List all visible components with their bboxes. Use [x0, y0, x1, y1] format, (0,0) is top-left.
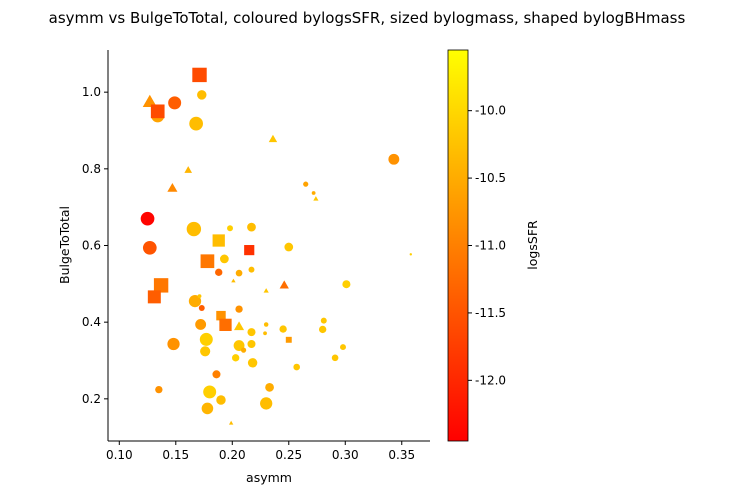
data-point-square: [150, 104, 165, 119]
data-point-circle: [186, 221, 202, 237]
x-tick-label: 0.35: [388, 448, 415, 462]
data-point-circle: [235, 269, 243, 277]
data-point-circle: [197, 90, 207, 100]
data-point-triangle: [167, 182, 178, 192]
y-ticks: 0.2 0.4 0.6 0.8 1.0: [82, 85, 108, 406]
colorbar-tick-label: -11.5: [475, 306, 506, 320]
data-point-circle: [303, 181, 309, 187]
data-point-circle: [167, 337, 180, 351]
data-point-circle: [200, 346, 211, 357]
data-point-circle: [247, 339, 256, 349]
y-tick-label: 0.8: [82, 162, 101, 176]
colorbar-tick-label: -12.0: [475, 373, 506, 387]
data-point-triangle: [184, 166, 193, 173]
x-axis-label: asymm: [246, 470, 292, 485]
y-tick-label: 0.2: [82, 392, 101, 406]
data-point-triangle: [313, 196, 319, 201]
x-tick-label: 0.15: [162, 448, 189, 462]
y-tick-label: 0.6: [82, 239, 101, 253]
data-point-triangle: [142, 94, 157, 108]
data-point-triangle: [268, 134, 278, 143]
data-point-circle: [155, 385, 163, 394]
data-point-circle: [279, 325, 287, 333]
data-point-circle: [212, 370, 221, 379]
data-point-circle: [331, 354, 339, 362]
data-point-circle: [240, 347, 247, 353]
colorbar: -12.0 -11.5 -11.0 -10.5 -10.0 logsSFR: [447, 49, 540, 442]
data-point-square: [219, 318, 232, 331]
data-point-triangle: [279, 280, 289, 289]
data-point-circle: [142, 240, 157, 255]
y-axis-label: BulgeToTotal: [57, 206, 72, 284]
x-ticks: 0.10 0.15 0.20 0.25 0.30 0.35: [106, 441, 415, 462]
data-point-circle: [265, 382, 274, 392]
data-point-circle: [168, 96, 182, 110]
data-point-circle: [320, 317, 327, 324]
colorbar-tick-label: -10.5: [475, 171, 506, 185]
data-point-circle: [388, 153, 400, 165]
data-point-square: [212, 234, 225, 247]
data-point-circle: [409, 253, 412, 256]
data-point-square: [153, 278, 169, 293]
data-point-triangle: [263, 288, 269, 293]
data-point-circle: [342, 280, 351, 289]
data-point-circle: [189, 116, 203, 131]
data-point-circle: [247, 328, 256, 337]
data-point-circle: [247, 222, 256, 232]
colorbar-label: logsSFR: [525, 220, 540, 270]
x-tick-label: 0.20: [219, 448, 246, 462]
data-point-circle: [215, 268, 223, 277]
data-point-square: [216, 310, 226, 321]
data-point-triangle: [231, 278, 236, 283]
data-point-circle: [293, 363, 300, 371]
data-point-square: [192, 67, 207, 83]
data-point-triangle: [228, 420, 234, 425]
data-point-circle: [216, 395, 226, 405]
x-tick-label: 0.25: [275, 448, 302, 462]
data-point-circle: [235, 305, 243, 313]
data-point-circle: [203, 385, 217, 399]
data-point-circle: [201, 402, 214, 415]
data-point-circle: [340, 344, 346, 351]
data-point-circle: [318, 325, 327, 334]
colorbar-gradient: [447, 49, 469, 442]
colorbar-tick-label: -10.0: [475, 104, 506, 118]
data-point-circle: [197, 294, 202, 299]
data-point-circle: [263, 322, 269, 327]
data-point-circle: [231, 354, 240, 362]
data-point-triangle: [234, 321, 245, 331]
y-tick-label: 1.0: [82, 85, 101, 99]
data-point-circle: [199, 332, 213, 346]
data-point-circle: [219, 254, 229, 264]
points-layer: [140, 67, 412, 425]
data-point-circle: [227, 225, 233, 232]
data-point-circle: [188, 294, 202, 308]
data-point-circle: [311, 191, 316, 195]
colorbar-tick-label: -11.0: [475, 239, 506, 253]
data-point-square: [147, 290, 161, 304]
data-point-square: [285, 336, 292, 343]
data-point-square: [200, 254, 215, 269]
x-tick-label: 0.30: [332, 448, 359, 462]
colorbar-ticks: -12.0 -11.5 -11.0 -10.5 -10.0: [468, 104, 506, 387]
data-point-circle: [260, 397, 273, 410]
chart-title: asymm vs BulgeToTotal, coloured bylogsSF…: [49, 9, 686, 27]
data-point-circle: [140, 211, 155, 226]
x-tick-label: 0.10: [106, 448, 133, 462]
data-point-square: [244, 245, 255, 256]
y-tick-label: 0.4: [82, 315, 101, 329]
data-point-circle: [263, 331, 267, 336]
data-point-circle: [284, 242, 294, 252]
data-point-circle: [195, 319, 207, 330]
data-point-circle: [247, 358, 258, 368]
data-point-circle: [198, 305, 205, 311]
data-point-circle: [248, 266, 255, 273]
